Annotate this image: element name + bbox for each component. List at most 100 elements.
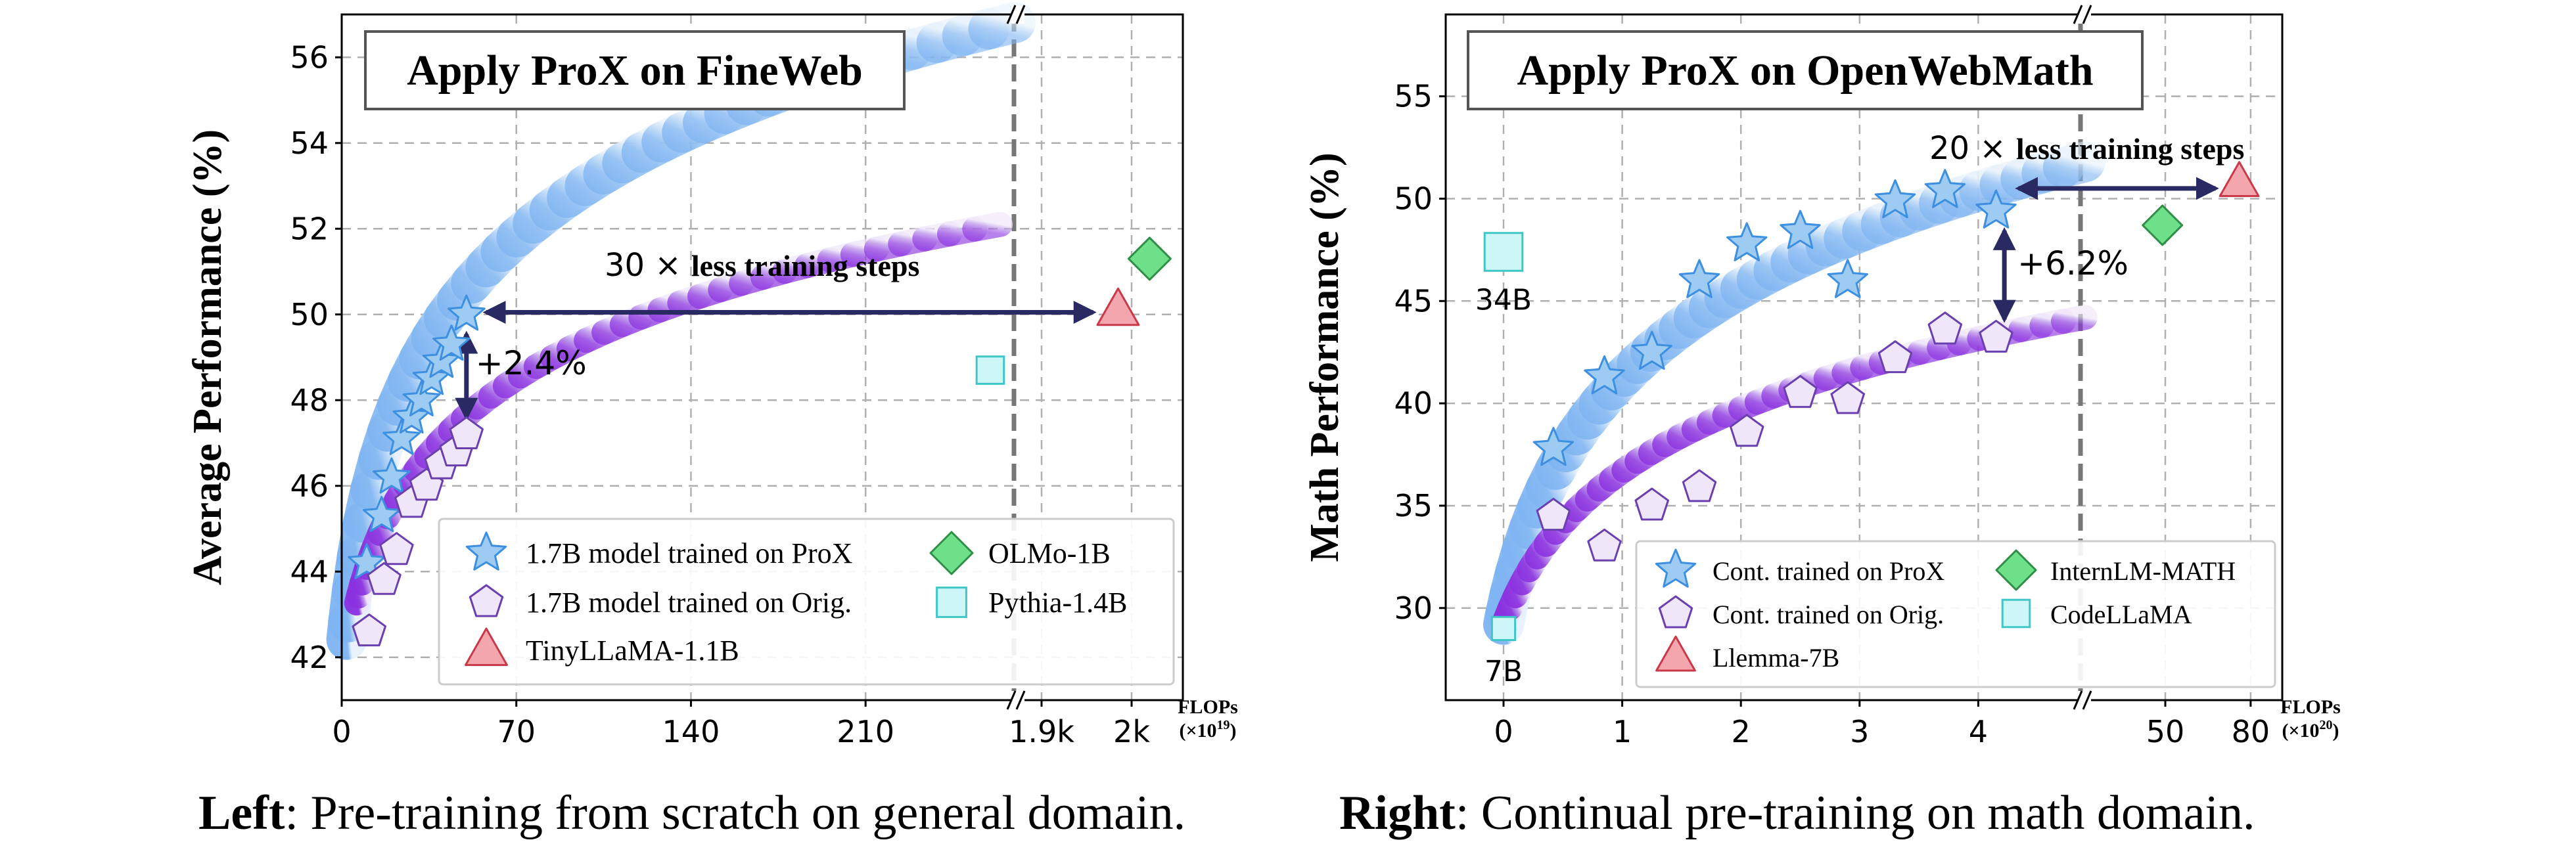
prox-trend-band-segment [2042,141,2105,188]
data-point-triangle [2219,161,2260,198]
left-caption: Left: Pre-training from scratch on gener… [198,786,1185,840]
y-tick-label: 35 [1394,488,1433,523]
y-tick-label: 48 [290,382,329,418]
data-point-pentagon [352,613,386,647]
speedup-text: less training steps [691,249,920,282]
data-point-star [1924,169,1966,208]
data-point-diamond [2142,204,2184,246]
data-point-star [362,496,401,533]
y-tick-label: 40 [1394,386,1433,421]
speedup-label: 30 × less training steps [605,247,919,284]
axis-break-mark [2073,5,2083,24]
y-tick-label: 46 [290,468,329,504]
plot-frame [340,13,1184,701]
axis-break-mark [1015,5,1026,24]
legend-marker-pentagon [1658,595,1693,629]
x-tick-label: 70 [497,714,536,749]
legend: Cont. trained on ProX Cont. trained on Or… [1635,540,2276,688]
x-tick-label: 140 [662,714,720,749]
x-tick-label: 3 [1850,714,1869,749]
chart-title: Apply ProX on OpenWebMath [1517,47,2093,95]
legend-label: Cont. trained on ProX [1713,556,1944,586]
data-point-pentagon [1682,469,1717,502]
legend-marker-pentagon [469,584,504,617]
speedup-label: 20 × less training steps [1929,130,2244,167]
series-square [975,355,1005,385]
y-axis-label: Math Performance (%) [1302,152,1347,562]
axis-break-gap [2078,691,2091,709]
x-unit-bottom: (×1020) [2282,718,2339,742]
legend-label: 1.7B model trained on ProX [526,537,852,569]
x-unit-bottom: (×1019) [1179,718,1236,742]
orig-trend-band-segment [962,211,1013,242]
title-box [1467,30,2144,110]
speedup-factor: 20 × [1929,130,2016,167]
data-point-pentagon [1877,340,1913,374]
legend-box [1635,540,2276,688]
x-unit-suffix: ) [1230,720,1237,742]
data-point-star [382,418,421,455]
y-tick-label: 42 [290,640,329,675]
axis-break-gap [1011,691,1024,709]
data-point-pentagon [1927,311,1963,345]
x-unit-prefix: (×10 [2282,720,2319,742]
y-axis-label: Average Performance (%) [185,129,230,585]
legend-marker-star [1655,548,1697,588]
data-point-star [447,294,486,331]
y-tick-label: 50 [290,297,329,332]
x-unit-exponent: 20 [2320,718,2333,732]
x-tick-label: 210 [837,714,894,749]
series-pentagon [352,416,484,647]
data-point-star [373,457,411,494]
x-unit-top: FLOPs [1178,696,1238,718]
y-tick-label: 55 [1394,79,1433,114]
y-tick-label: 52 [290,211,329,246]
axis-break-mark [2073,690,2083,710]
data-point-triangle [1096,287,1140,326]
data-point-diamond [1127,236,1172,281]
legend-label: Pythia-1.4B [988,587,1127,619]
y-tick-label: 44 [290,554,329,589]
x-tick-label: 50 [2146,714,2185,749]
right-caption-bold: Right [1339,786,1456,840]
data-point-star [1631,330,1672,370]
x-tick-label: 1 [1613,714,1632,749]
data-point-star [432,324,471,361]
y-tick-label: 45 [1394,283,1433,319]
chart-title: Apply ProX on FineWeb [407,47,863,95]
right-caption: Right: Continual pre-training on math do… [1339,786,2255,840]
data-point-star [1874,179,1916,219]
x-tick-label: 4 [1969,714,1988,749]
speedup-text: less training steps [2016,132,2245,166]
legend-label: 1.7B model trained on Orig. [526,587,852,619]
x-tick-label: 0 [332,714,351,749]
series-star [1532,169,2017,466]
y-tick-label: 56 [290,39,329,75]
x-tick-label: 80 [2232,714,2270,749]
speedup-factor: 30 × [605,247,691,284]
y-tick-label: 30 [1394,590,1433,626]
legend-marker-square [936,587,967,618]
title-box [364,30,906,110]
right-chart-panel: 30 35 40 45 50 55 0 1 2 3 4 50 80 FLOPs(×1020) Math Pe… [1302,5,2341,749]
x-unit-prefix: (×10 [1179,720,1216,742]
data-point-star [1827,259,1868,298]
data-point-pentagon [1536,498,1571,531]
data-point-square [1490,615,1517,642]
x-unit-suffix: ) [2333,720,2339,742]
legend-marker-square [2001,598,2031,629]
y-tick-label: 50 [1394,181,1433,216]
data-point-pentagon [367,562,402,595]
left-caption-rest: : Pre-training from scratch on general d… [285,786,1186,840]
data-point-label: 34B [1475,284,1532,317]
legend-label: Llemma-7B [1713,643,1839,673]
axis-break-mark [1006,690,1017,710]
series-square: 34B 7B [1475,232,1532,688]
data-point-pentagon [449,416,484,449]
legend-label: InternLM-MATH [2050,556,2236,586]
data-point-square [975,355,1005,385]
x-unit-top: FLOPs [2280,696,2341,718]
legend-marker-triangle [1655,635,1696,672]
